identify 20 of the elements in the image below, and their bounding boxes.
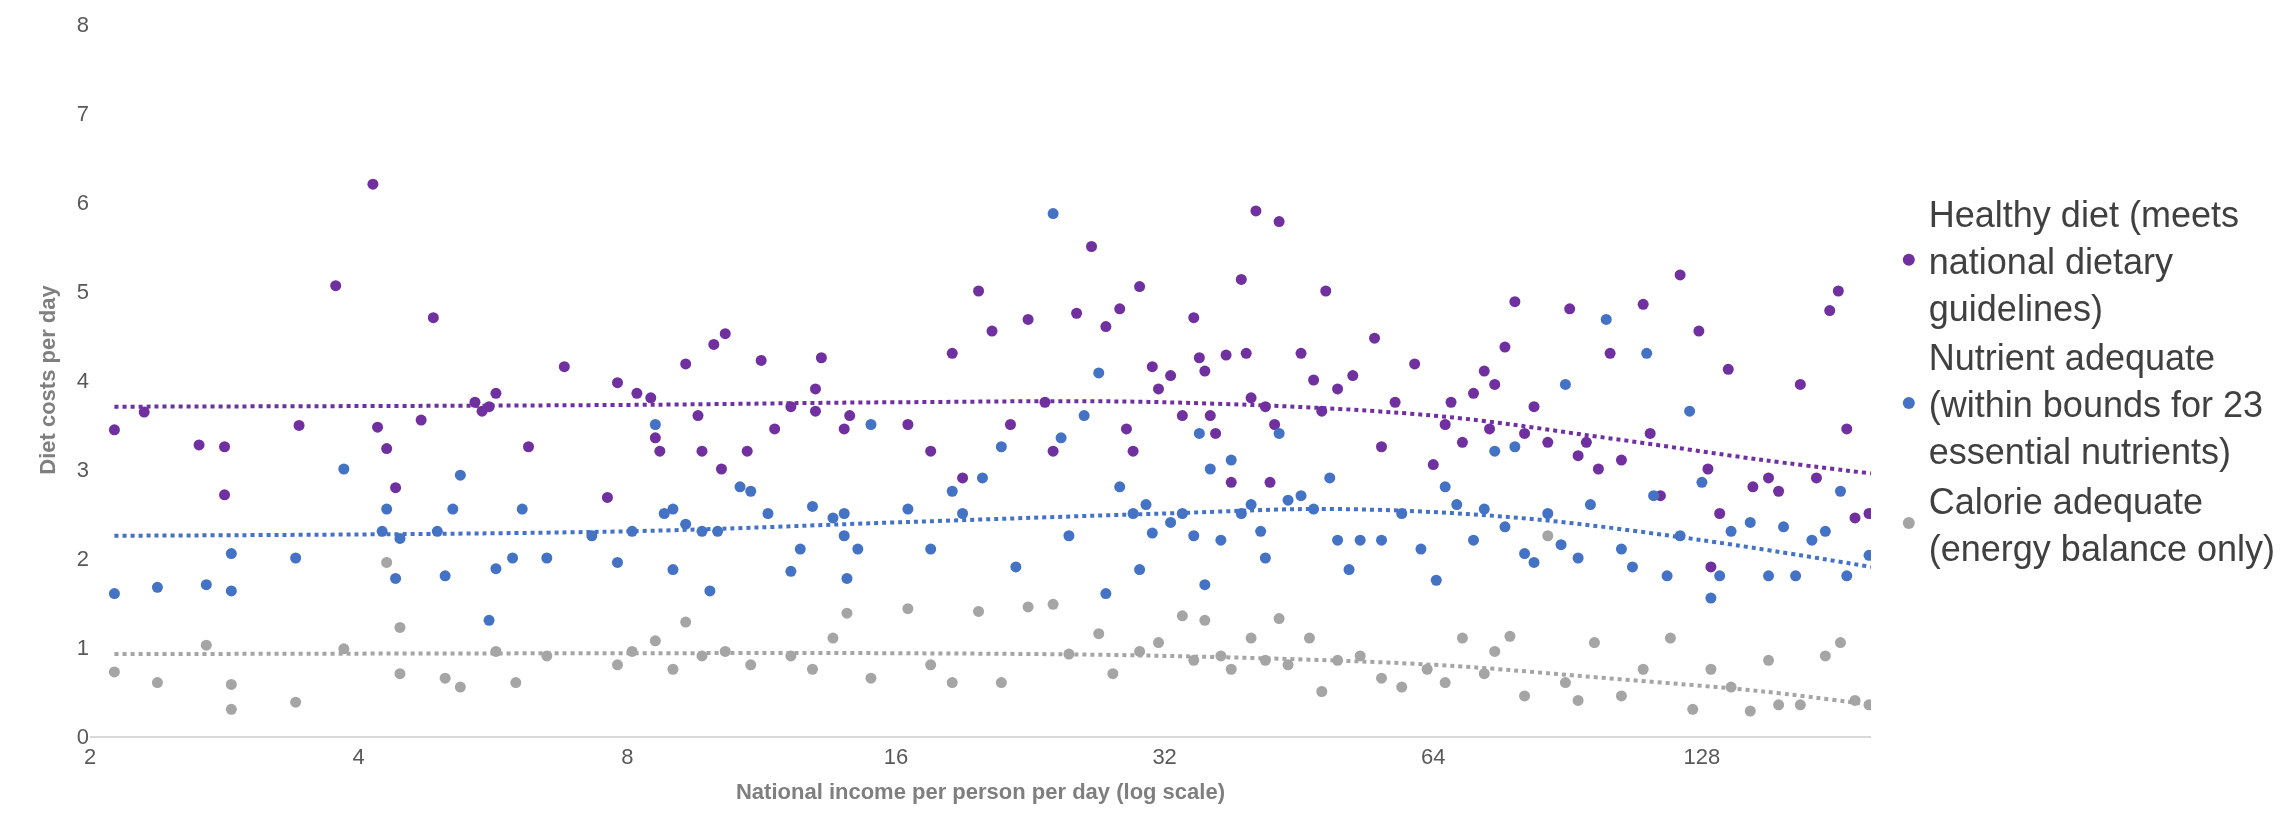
y-tick-label: 4 (76, 367, 89, 393)
x-tick-label: 32 (1152, 744, 1177, 770)
legend-label: Healthy diet (meets national dietary guidelines) (1928, 193, 2239, 329)
y-tick-label: 8 (76, 11, 89, 37)
y-tick-label: 5 (76, 278, 89, 304)
y-tick-label: 0 (76, 723, 89, 749)
y-tick-label: 2 (76, 545, 89, 571)
x-axis-title: National income per person per day (log scale) (735, 778, 1226, 804)
y-axis-title: Diet costs per day (34, 284, 60, 475)
y-tick-label: 3 (76, 456, 89, 482)
legend-label: Calorie adequate (energy balance only) (1928, 480, 2276, 569)
x-tick-label: 16 (883, 744, 909, 770)
y-tick-label: 6 (76, 189, 89, 215)
x-tick-label: 4 (352, 744, 365, 770)
legend-label: Nutrient adequate (within bounds for 23 essential nutrients) (1928, 337, 2264, 472)
y-tick-label: 1 (76, 634, 89, 660)
x-tick-label: 64 (1421, 744, 1446, 770)
y-tick-label: 7 (76, 100, 89, 126)
x-tick-label: 128 (1683, 744, 1721, 770)
x-tick-label: 8 (621, 744, 634, 770)
